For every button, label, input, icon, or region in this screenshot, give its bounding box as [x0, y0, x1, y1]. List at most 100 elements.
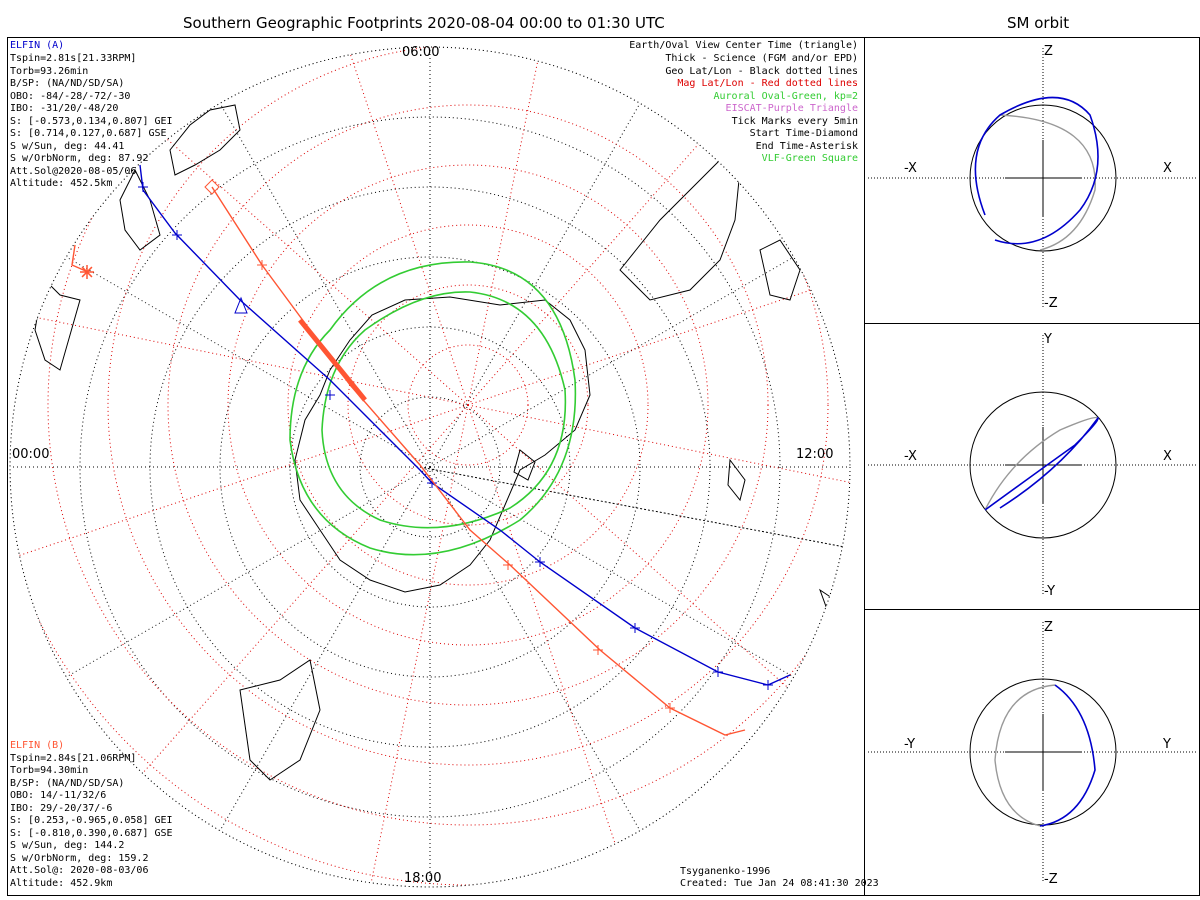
main-title: Southern Geographic Footprints 2020-08-0… [183, 14, 665, 32]
elfin-a-line: OBO: -84/-28/-72/-30 [10, 91, 131, 102]
mag-lat-circle [407, 344, 529, 466]
geo-lon-line [214, 466, 431, 840]
legend-item: EISCAT-Purple Triangle [725, 103, 858, 114]
elfin-a-line: B/SP: (NA/ND/SD/SA) [10, 78, 125, 89]
coastline [513, 449, 536, 481]
sm3-bottom: -Z [1044, 872, 1058, 887]
coastline [727, 458, 746, 502]
hour-label-bottom: 18:00 [404, 871, 442, 886]
hour-label-top: 06:00 [402, 45, 440, 60]
legend-item: Mag Lat/Lon - Red dotted lines [677, 78, 858, 89]
model-label: Tsyganenko-1996 [680, 866, 771, 877]
mag-lon-line [10, 404, 469, 571]
mag-lon-line [302, 47, 469, 406]
mag-lon-line [364, 404, 469, 887]
elfin-a-track [139, 164, 791, 686]
elfin-b-line: Torb=94.30min [10, 765, 89, 776]
sm2-right: X [1163, 449, 1172, 464]
sm3-right: Y [1163, 737, 1171, 752]
mag-lon-line [467, 404, 634, 887]
geo-lon-line [429, 466, 803, 683]
geo-lon-line [57, 466, 431, 683]
coastline [239, 659, 321, 781]
coastline [294, 296, 591, 593]
elfin-b-science-segment [298, 318, 367, 402]
mag-lon-line [467, 47, 813, 406]
elfin-b-line: S: [-0.810,0.390,0.687] GSE [10, 828, 173, 839]
geo-lon-line [429, 466, 646, 840]
elfin-b-line: S w/OrbNorm, deg: 159.2 [10, 853, 149, 864]
elfin-a-line: Altitude: 452.5km [10, 178, 113, 189]
elfin-b-line: Tspin=2.84s[21.06RPM] [10, 753, 137, 764]
elfin-a-line: Att.Sol@2020-08-05/06 [10, 166, 137, 177]
coastline [119, 168, 161, 251]
coastline [34, 284, 81, 371]
sm1-top: Z [1044, 44, 1053, 59]
elfin-b-track-segment [71, 244, 89, 273]
elfin-b-track [211, 186, 746, 736]
sm-earth-circle [969, 391, 1117, 539]
mag-lat-circle [287, 224, 649, 586]
elfin-b-line: S: [0.253,-0.965,0.058] GEI [10, 815, 173, 826]
elfin-b-name: ELFIN (B) [10, 740, 65, 751]
sm3-left: -Y [904, 737, 916, 752]
geo-lat-circle [219, 256, 641, 678]
elfin-b-line: Altitude: 452.9km [10, 878, 113, 889]
elfin-b-line: Att.Sol@: 2020-08-03/06 [10, 865, 149, 876]
legend-item: Geo Lat/Lon - Black dotted lines [665, 66, 858, 77]
mag-lon-line [10, 301, 469, 406]
mag-lon-line [467, 404, 850, 509]
sm-orbit-a [974, 96, 1099, 245]
legend-item: Thick - Science (FGM and/or EPD) [665, 53, 858, 64]
sm2-left: -X [904, 449, 917, 464]
sm1-right: X [1163, 161, 1172, 176]
created-label: Created: Tue Jan 24 08:41:30 2023 [680, 878, 879, 889]
mag-lon-line [123, 404, 469, 796]
legend-item: VLF-Green Square [761, 153, 858, 164]
sm3-top: Z [1044, 620, 1053, 635]
geo-lon-line [214, 94, 431, 468]
auroral-oval-outer [289, 261, 577, 556]
sm-orbit-a [984, 416, 1099, 511]
mag-lon-line [467, 404, 850, 750]
legend-item: Auroral Oval-Green, kp=2 [713, 91, 859, 102]
mag-lat-circle [167, 104, 769, 706]
legend-item: Tick Marks every 5min [731, 116, 858, 127]
geo-lat-circle [359, 396, 501, 538]
elfin-a-line: Torb=93.26min [10, 66, 89, 77]
elfin-b-line: OBO: 14/-11/32/6 [10, 790, 107, 801]
elfin-a-view-triangle [234, 296, 248, 314]
geo-lon-line [429, 251, 803, 468]
elfin-b-line: S w/Sun, deg: 144.2 [10, 840, 125, 851]
mag-lat-circle [347, 284, 589, 526]
terminator-line [419, 466, 850, 549]
sm-orbit-b [999, 114, 1096, 251]
legend-item: End Time-Asterisk [755, 141, 858, 152]
hour-label-left: 00:00 [12, 447, 50, 462]
coastline [759, 239, 801, 301]
side-title: SM orbit [1007, 14, 1070, 32]
auroral-oval-inner [321, 291, 567, 529]
elfin-a-name: ELFIN (A) [10, 40, 65, 51]
map-boundary [9, 46, 851, 888]
mag-lon-line [467, 239, 850, 406]
elfin-a-line: IBO: -31/20/-48/20 [10, 103, 119, 114]
sm2-top: Y [1044, 332, 1052, 347]
elfin-b-line: B/SP: (NA/ND/SD/SA) [10, 778, 125, 789]
geo-lat-circle [79, 116, 781, 818]
sm-orbit-b [994, 684, 1056, 827]
legend-item: Earth/Oval View Center Time (triangle) [629, 40, 858, 51]
legend-item: Start Time-Diamond [749, 128, 858, 139]
elfin-a-line: S: [-0.573,0.134,0.807] GEI [10, 116, 173, 127]
map-group [10, 47, 850, 887]
sm2-bottom: -Y [1044, 584, 1056, 599]
sm-earth-circle [969, 104, 1117, 252]
elfin-b-end-asterisk [81, 266, 93, 278]
mag-lon-line [467, 47, 572, 406]
sm1-bottom: -Z [1044, 296, 1058, 311]
coastline [619, 159, 741, 301]
coastline [169, 104, 241, 176]
mag-lat-circle [227, 164, 709, 646]
sm1-left: -X [904, 161, 917, 176]
